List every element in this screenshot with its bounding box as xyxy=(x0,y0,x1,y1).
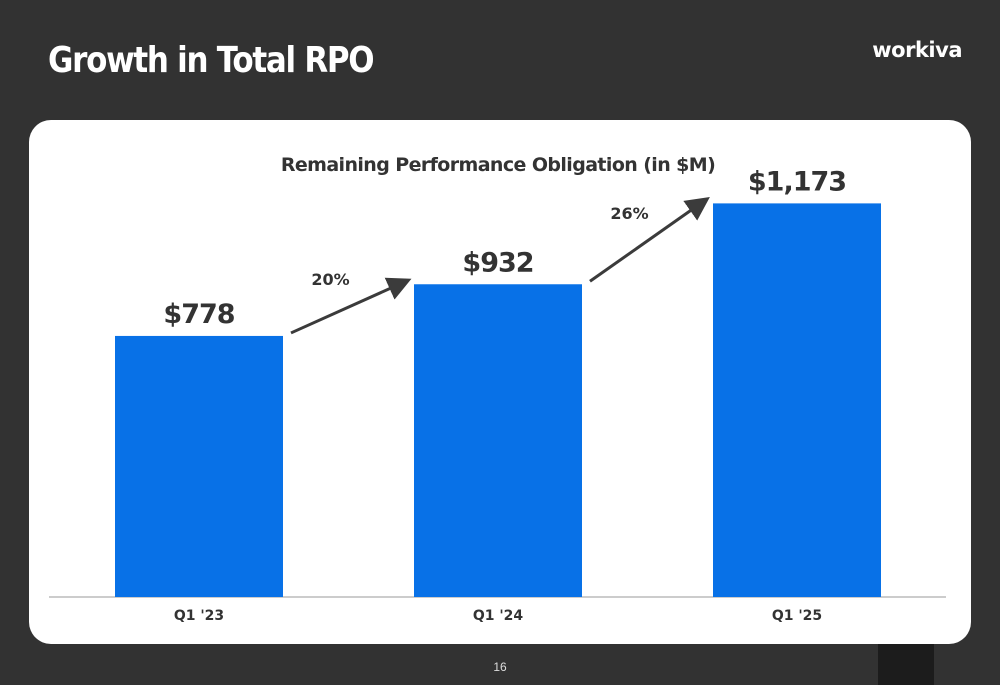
bar-2 xyxy=(414,284,582,597)
chart-card: Remaining Performance Obligation (in $M)… xyxy=(29,120,971,644)
x-tick-label: Q1 '23 xyxy=(174,608,224,624)
data-label: $932 xyxy=(462,247,533,278)
data-label: $778 xyxy=(163,299,234,330)
rpo-bar-chart: Remaining Performance Obligation (in $M)… xyxy=(49,154,946,624)
bar-3 xyxy=(713,203,881,597)
bar-1 xyxy=(115,335,283,597)
data-label: $1,173 xyxy=(748,166,846,197)
workiva-logo: workiva xyxy=(872,38,962,62)
page-title: Growth in Total RPO xyxy=(48,40,375,81)
growth-arrow xyxy=(589,196,710,283)
growth-arrow xyxy=(290,277,412,335)
growth-label: 26% xyxy=(610,204,648,223)
x-tick-label: Q1 '25 xyxy=(772,608,822,624)
x-tick-label: Q1 '24 xyxy=(473,608,524,624)
chart-title: Remaining Performance Obligation (in $M) xyxy=(281,154,715,176)
page-number: 16 xyxy=(493,660,507,674)
growth-label: 20% xyxy=(311,270,349,289)
